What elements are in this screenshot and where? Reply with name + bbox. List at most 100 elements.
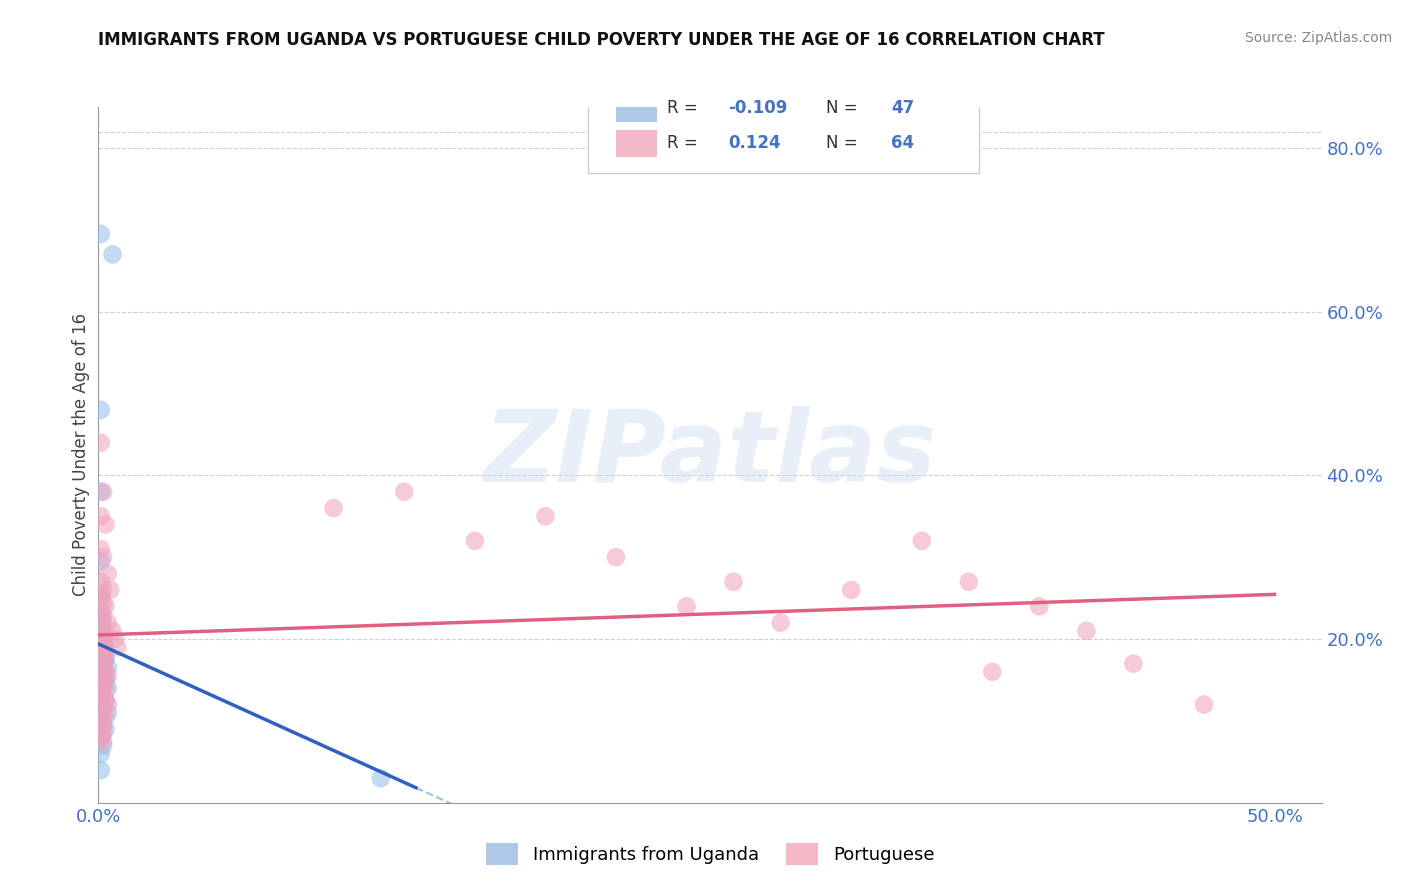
Point bbox=[91, 701, 114, 715]
Point bbox=[91, 636, 114, 650]
Point bbox=[91, 690, 114, 704]
Point bbox=[1028, 599, 1050, 614]
Point bbox=[90, 714, 112, 728]
Point bbox=[97, 698, 120, 712]
Point bbox=[94, 673, 117, 687]
Point bbox=[90, 612, 112, 626]
Point bbox=[90, 644, 112, 658]
Point bbox=[392, 484, 416, 499]
Point bbox=[94, 693, 117, 707]
Point bbox=[91, 648, 114, 663]
Point bbox=[90, 542, 112, 557]
Point bbox=[91, 628, 114, 642]
Text: 64: 64 bbox=[891, 134, 914, 153]
Point bbox=[1192, 698, 1215, 712]
Point bbox=[90, 587, 112, 601]
Point bbox=[911, 533, 934, 548]
Point bbox=[91, 718, 114, 732]
Text: ZIPatlas: ZIPatlas bbox=[484, 407, 936, 503]
Point bbox=[91, 582, 114, 597]
Point bbox=[90, 484, 112, 499]
Point bbox=[723, 574, 745, 589]
Point bbox=[90, 227, 112, 241]
Point bbox=[101, 247, 124, 261]
Point bbox=[91, 669, 114, 683]
Point bbox=[91, 550, 114, 565]
Point bbox=[91, 648, 114, 663]
Point bbox=[90, 603, 112, 617]
Point bbox=[90, 640, 112, 655]
Point bbox=[94, 517, 117, 532]
Point bbox=[605, 550, 627, 565]
Point bbox=[675, 599, 697, 614]
Point bbox=[90, 685, 112, 699]
Point bbox=[97, 661, 120, 675]
Point bbox=[90, 673, 112, 687]
Point bbox=[91, 706, 114, 720]
Point bbox=[91, 734, 114, 748]
Point bbox=[370, 771, 392, 785]
Text: Source: ZipAtlas.com: Source: ZipAtlas.com bbox=[1244, 31, 1392, 45]
Point bbox=[91, 726, 114, 740]
Text: IMMIGRANTS FROM UGANDA VS PORTUGUESE CHILD POVERTY UNDER THE AGE OF 16 CORRELATI: IMMIGRANTS FROM UGANDA VS PORTUGUESE CHI… bbox=[98, 31, 1105, 49]
Point bbox=[90, 685, 112, 699]
Point bbox=[90, 763, 112, 777]
Point bbox=[101, 624, 124, 638]
Y-axis label: Child Poverty Under the Age of 16: Child Poverty Under the Age of 16 bbox=[72, 313, 90, 597]
Point bbox=[94, 599, 117, 614]
Point bbox=[94, 652, 117, 666]
Point bbox=[90, 620, 112, 634]
Point bbox=[91, 595, 114, 609]
Point bbox=[91, 484, 114, 499]
Point bbox=[90, 701, 112, 715]
Point bbox=[322, 501, 344, 516]
Text: -0.109: -0.109 bbox=[728, 99, 787, 118]
Point bbox=[90, 652, 112, 666]
Legend: Immigrants from Uganda, Portuguese: Immigrants from Uganda, Portuguese bbox=[477, 834, 943, 874]
Point bbox=[1122, 657, 1144, 671]
Point bbox=[97, 681, 120, 696]
Point bbox=[839, 582, 862, 597]
Point bbox=[91, 690, 114, 704]
FancyBboxPatch shape bbox=[616, 130, 658, 157]
Point bbox=[97, 669, 120, 683]
Point bbox=[105, 640, 128, 655]
Point bbox=[91, 661, 114, 675]
Point bbox=[90, 574, 112, 589]
FancyBboxPatch shape bbox=[588, 79, 979, 173]
Point bbox=[534, 509, 557, 524]
Point bbox=[957, 574, 980, 589]
Point bbox=[1076, 624, 1098, 638]
Point bbox=[90, 747, 112, 761]
Point bbox=[91, 615, 114, 630]
Point bbox=[90, 554, 112, 568]
Point bbox=[91, 677, 114, 691]
Point bbox=[91, 718, 114, 732]
Point bbox=[90, 636, 112, 650]
FancyBboxPatch shape bbox=[616, 95, 658, 122]
Point bbox=[90, 628, 112, 642]
Point bbox=[94, 710, 117, 724]
Point bbox=[90, 722, 112, 736]
Point bbox=[94, 693, 117, 707]
Point bbox=[91, 739, 114, 753]
Point bbox=[94, 648, 117, 663]
Point bbox=[94, 681, 117, 696]
Point bbox=[91, 640, 114, 655]
Point bbox=[90, 714, 112, 728]
Point bbox=[94, 652, 117, 666]
Point bbox=[94, 665, 117, 679]
Point bbox=[90, 657, 112, 671]
Point bbox=[98, 582, 121, 597]
Point bbox=[91, 677, 114, 691]
Point bbox=[97, 706, 120, 720]
Point bbox=[90, 731, 112, 745]
Point bbox=[90, 435, 112, 450]
Point bbox=[90, 673, 112, 687]
Point bbox=[91, 624, 114, 638]
Point bbox=[94, 722, 117, 736]
Point bbox=[464, 533, 486, 548]
Point bbox=[90, 657, 112, 671]
Point bbox=[90, 661, 112, 675]
Text: R =: R = bbox=[668, 134, 703, 153]
